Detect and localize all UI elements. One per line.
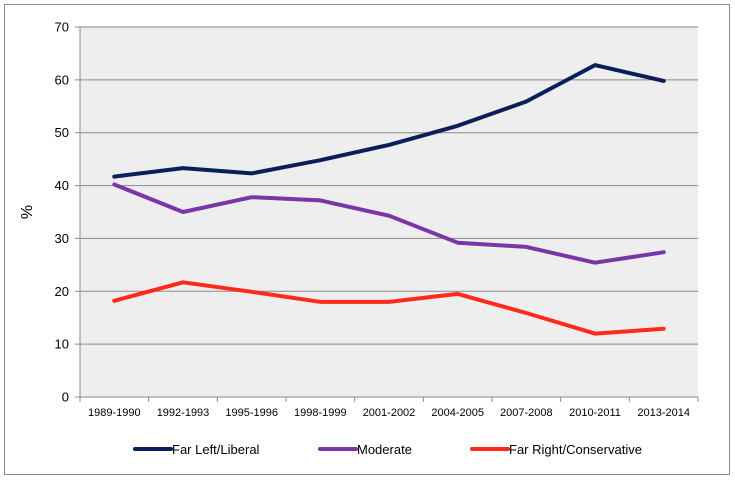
series-line-far-left-liberal	[112, 63, 666, 179]
x-tick-label: 2004-2005	[431, 407, 484, 419]
legend: Far Left/Liberal Moderate Far Right/Conser…	[133, 442, 642, 457]
legend-item-far-right-conservative: Far Right/Conservative	[470, 442, 642, 457]
legend-item-moderate: Moderate	[318, 442, 412, 457]
x-tick-label: 2013-2014	[637, 407, 690, 419]
x-tick-label: 1992-1993	[157, 407, 210, 419]
plot-area: 0 10 20 30 40 50 60 70 1989-1990 1992-1993 1995-19…	[55, 20, 699, 419]
y-tick-label: 40	[55, 178, 69, 193]
x-tick-label: 1998-1999	[294, 407, 347, 419]
y-tick-label: 60	[55, 72, 69, 87]
legend-item-far-left-liberal: Far Left/Liberal	[133, 442, 260, 457]
y-tick-label: 70	[55, 20, 69, 35]
legend-label: Far Right/Conservative	[509, 442, 642, 457]
y-tick-label: 10	[55, 337, 69, 352]
plot-background	[80, 27, 698, 397]
x-tick-label: 1989-1990	[88, 407, 141, 419]
y-tick-label: 20	[55, 284, 69, 299]
legend-label: Moderate	[357, 442, 412, 457]
y-tick-label: 0	[62, 390, 69, 405]
x-tick-label: 2001-2002	[363, 407, 416, 419]
y-axis-label: %	[19, 205, 36, 219]
series-line-far-right-conservative	[112, 280, 666, 336]
legend-label: Far Left/Liberal	[172, 442, 260, 457]
x-tick-label: 1995-1996	[225, 407, 278, 419]
x-tick-label: 2010-2011	[569, 407, 621, 419]
x-tick-label: 2007-2008	[500, 407, 553, 419]
y-tick-label: 30	[55, 231, 69, 246]
y-tick-label: 50	[55, 125, 69, 140]
series-line-moderate	[112, 182, 666, 265]
